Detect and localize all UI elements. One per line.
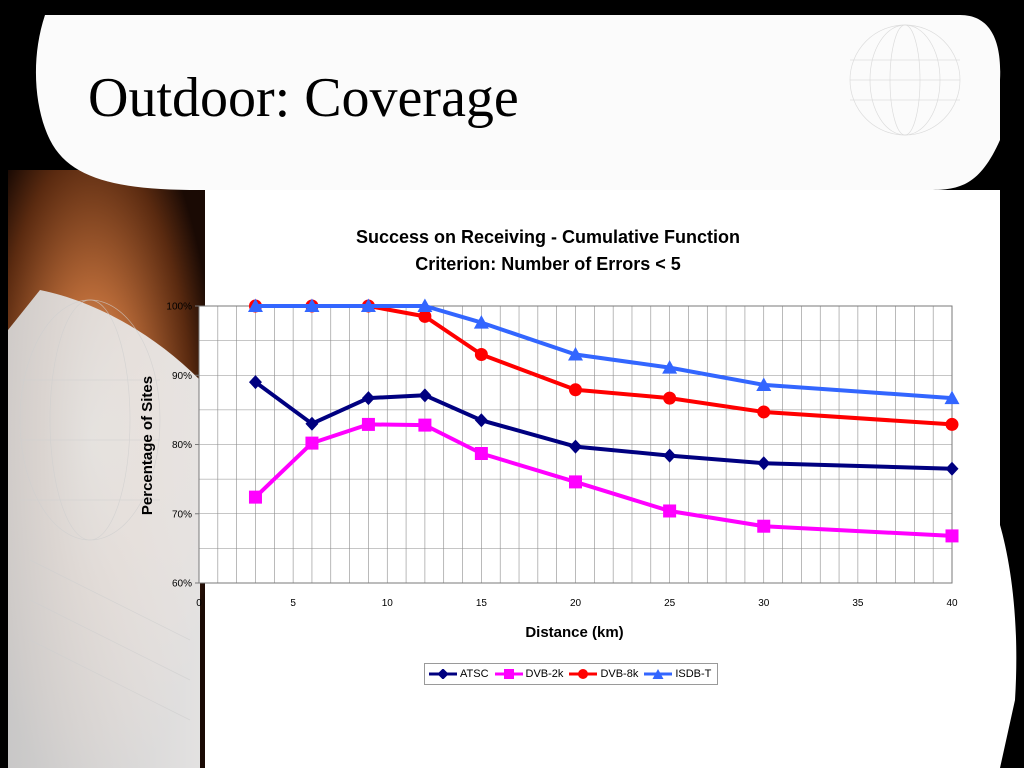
data-point-dvb-2k [757,519,771,533]
chart-title-line-2: Criterion: Number of Errors < 5 [415,254,681,274]
y-tick-label: 100% [166,302,192,313]
data-point-dvb-8k [945,417,959,431]
data-point-atsc [474,413,488,428]
legend-label-isdb-t: ISDB-T [675,668,712,680]
data-point-atsc [361,391,375,406]
data-point-atsc [663,448,677,463]
data-point-isdb-t [568,346,583,361]
data-point-dvb-8k [474,347,488,361]
data-point-atsc [569,439,582,454]
data-point-atsc [945,461,959,476]
data-point-dvb-8k [569,383,582,397]
x-tick-label: 35 [852,598,864,609]
data-point-dvb-8k [663,391,677,405]
legend-label-dvb-8k: DVB-8k [600,668,639,680]
data-point-isdb-t [360,298,376,312]
data-point-isdb-t [304,298,320,312]
x-tick-label: 10 [382,598,394,609]
chart-title-line-1: Success on Receiving - Cumulative Functi… [355,227,741,247]
x-tick-label: 0 [196,598,202,609]
legend-swatch-isdb-t [644,669,673,679]
data-point-dvb-2k [945,529,959,543]
data-point-isdb-t [417,298,433,312]
legend-item-atsc: ATSC [429,668,489,680]
x-axis-label: Distance (km) [525,624,623,641]
series-atsc [248,375,959,476]
data-point-dvb-8k [418,309,432,323]
data-point-dvb-2k [248,490,262,504]
legend-label-atsc: ATSC [460,668,489,680]
x-tick-label: 15 [476,598,488,609]
series-dvb-2k [248,417,959,543]
y-axis-label: Percentage of Sites [139,376,156,515]
data-point-atsc [418,388,432,403]
data-point-atsc [248,375,262,390]
data-point-isdb-t [473,315,489,329]
x-tick-label: 25 [664,598,676,609]
x-tick-label: 30 [758,598,770,609]
data-point-isdb-t [662,360,678,374]
data-point-atsc [757,456,771,471]
y-tick-label: 60% [172,579,192,590]
slide-title: Outdoor: Coverage [88,67,519,129]
chart-legend: ATSC DVB-2k DVB-8k ISDB-T [424,663,719,685]
x-tick-label: 20 [570,598,582,609]
x-tick-label: 40 [946,598,958,609]
legend-swatch-atsc [429,669,457,679]
legend-item-isdb-t: ISDB-T [644,668,711,680]
data-point-isdb-t [756,377,772,391]
series-isdb-t [247,298,960,405]
x-tick-label: 5 [290,598,296,609]
data-point-isdb-t [944,390,960,405]
data-point-dvb-2k [474,447,488,461]
legend-item-dvb-8k: DVB-8k [569,668,638,680]
data-point-dvb-2k [663,504,677,518]
data-point-dvb-2k [569,475,582,489]
data-point-atsc [305,416,319,431]
legend-item-dvb-2k: DVB-2k [494,668,564,680]
data-point-dvb-2k [361,417,375,431]
y-tick-label: 80% [172,440,192,451]
y-tick-label: 90% [172,371,192,382]
legend-swatch-dvb-2k [494,669,523,679]
data-point-dvb-8k [757,405,771,419]
data-point-isdb-t [247,298,263,312]
chart-title: Success on Receiving - Cumulative Functi… [356,224,740,278]
data-point-dvb-2k [305,436,319,450]
legend-label-dvb-2k: DVB-2k [525,668,564,680]
y-tick-label: 70% [172,509,192,520]
legend-swatch-dvb-8k [569,669,598,679]
data-point-dvb-2k [418,418,432,432]
